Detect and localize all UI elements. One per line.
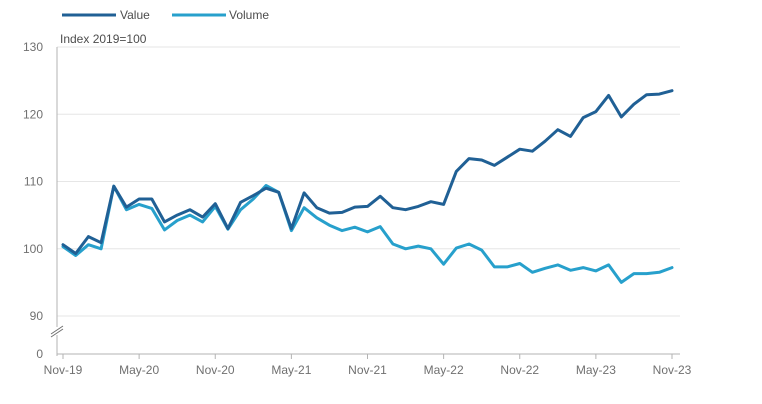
- x-tick-label-Nov-22: Nov-22: [500, 363, 539, 377]
- x-tick-label-Nov-21: Nov-21: [348, 363, 387, 377]
- gridlines: [57, 46, 680, 317]
- y-tick-label-90: 90: [30, 309, 44, 323]
- x-tick-label-May-23: May-23: [576, 363, 616, 377]
- y-tick-label-130: 130: [23, 40, 43, 54]
- y-axis-ticks: 90 100 110 120 130: [23, 40, 43, 323]
- x-tick-label-Nov-23: Nov-23: [653, 363, 692, 377]
- y-tick-label-100: 100: [23, 242, 43, 256]
- series-lines: [61, 89, 674, 284]
- series-line-volume: [61, 184, 674, 284]
- x-tick-label-May-21: May-21: [271, 363, 311, 377]
- x-tick-label-Nov-19: Nov-19: [44, 363, 83, 377]
- y-tick-label-110: 110: [24, 175, 43, 189]
- y-tick-label-zero: 0: [36, 347, 43, 361]
- legend-label-value: Value: [120, 8, 150, 22]
- legend-label-volume: Volume: [229, 8, 269, 22]
- series-line-value: [61, 89, 674, 255]
- x-tick-label-Nov-20: Nov-20: [196, 363, 235, 377]
- y-tick-label-120: 120: [23, 107, 43, 121]
- x-axis-ticks: Nov-19 May-20 Nov-20 May-21 Nov-21 May-22 Nov-…: [44, 354, 692, 377]
- y-axis-label: Index 2019=100: [60, 32, 147, 46]
- axis-break-marker: [50, 325, 64, 338]
- x-tick-label-May-20: May-20: [119, 363, 159, 377]
- x-tick-label-May-22: May-22: [424, 363, 464, 377]
- legend: Value Volume: [62, 8, 269, 22]
